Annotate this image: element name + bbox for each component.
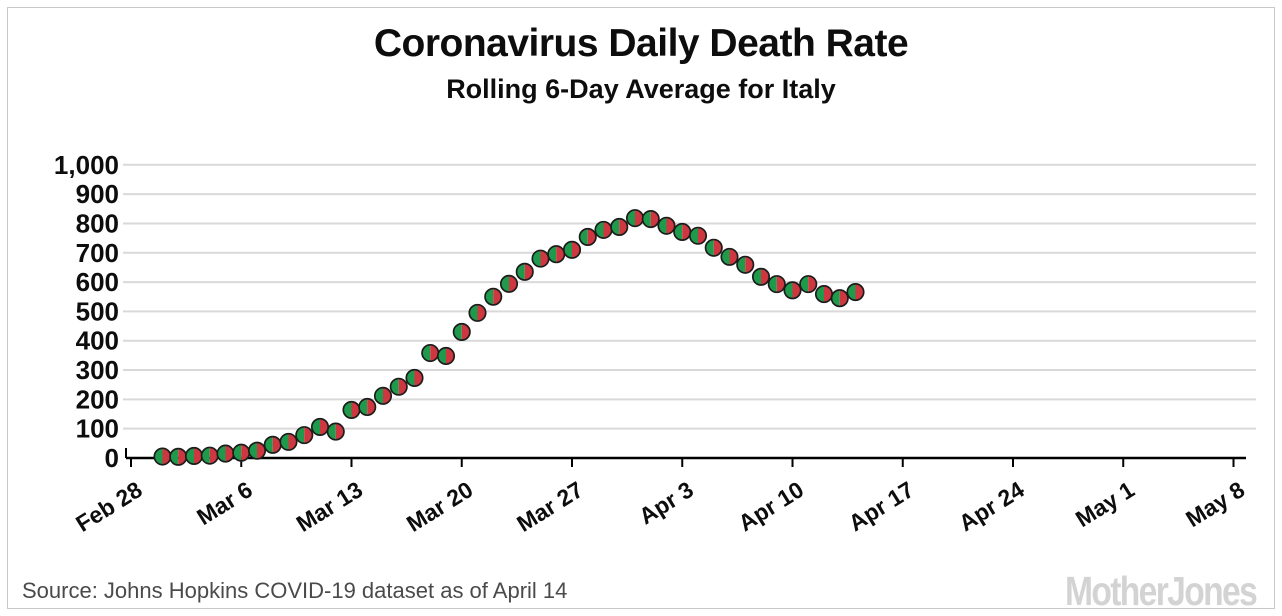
y-axis-tick-label: 600 (76, 267, 119, 297)
x-axis-tick-label: Mar 20 (402, 476, 478, 537)
data-point (279, 432, 298, 451)
x-axis-tick-label: Apr 17 (844, 476, 918, 536)
x-axis-tick-label: Apr 24 (954, 476, 1029, 536)
x-axis-tick-label: Feb 28 (71, 476, 147, 537)
data-point (657, 216, 676, 235)
x-axis-tick-label: Apr 3 (634, 476, 698, 529)
data-point (846, 282, 865, 302)
data-point (830, 289, 849, 308)
y-axis-tick-label: 800 (76, 208, 119, 238)
data-point (358, 397, 377, 417)
y-axis-tick-label: 100 (76, 414, 119, 444)
data-point (515, 262, 534, 281)
data-point (247, 441, 267, 460)
data-point (704, 238, 723, 257)
data-point (452, 322, 471, 341)
y-axis-tick-label: 300 (76, 355, 119, 385)
data-point (736, 255, 755, 274)
data-point (688, 226, 708, 245)
y-axis-tick-label: 1,000 (54, 150, 119, 180)
data-point (405, 368, 424, 388)
data-point (720, 247, 739, 266)
motherjones-logo: MotherJones (1064, 568, 1258, 614)
y-axis-tick-label: 200 (76, 384, 119, 414)
chart-subtitle: Rolling 6-Day Average for Italy (446, 74, 836, 104)
data-point (641, 209, 660, 229)
data-point (767, 275, 786, 294)
y-axis-tick-label: 0 (105, 443, 119, 473)
data-point (751, 267, 771, 286)
data-point (468, 303, 487, 322)
x-axis-tick-label: Mar 13 (292, 476, 368, 537)
data-point (799, 275, 818, 294)
data-point (389, 377, 408, 396)
x-axis-tick-label: Apr 10 (734, 476, 808, 536)
y-axis-tick-label: 400 (76, 326, 119, 356)
data-point (436, 346, 456, 366)
y-axis-tick-label: 500 (76, 296, 119, 326)
data-point (499, 274, 519, 293)
data-point (783, 281, 802, 300)
x-axis-tick-label: May 1 (1071, 476, 1139, 532)
data-point (373, 386, 393, 405)
data-point (578, 227, 597, 246)
data-point (610, 217, 629, 237)
chart-frame-border (7, 7, 1275, 609)
x-axis-tick-label: Mar 6 (192, 476, 257, 530)
data-point (562, 240, 582, 259)
y-axis-tick-label: 700 (76, 238, 119, 268)
data-point (326, 422, 345, 441)
chart-title: Coronavirus Daily Death Rate (373, 22, 909, 65)
data-point (484, 287, 503, 306)
x-axis-tick-label: May 8 (1181, 476, 1249, 532)
x-axis-tick-label: Mar 27 (512, 476, 588, 537)
y-axis-tick-label: 900 (76, 179, 119, 209)
data-point (295, 426, 314, 445)
source-credit: Source: Johns Hopkins COVID-19 dataset a… (22, 578, 568, 603)
